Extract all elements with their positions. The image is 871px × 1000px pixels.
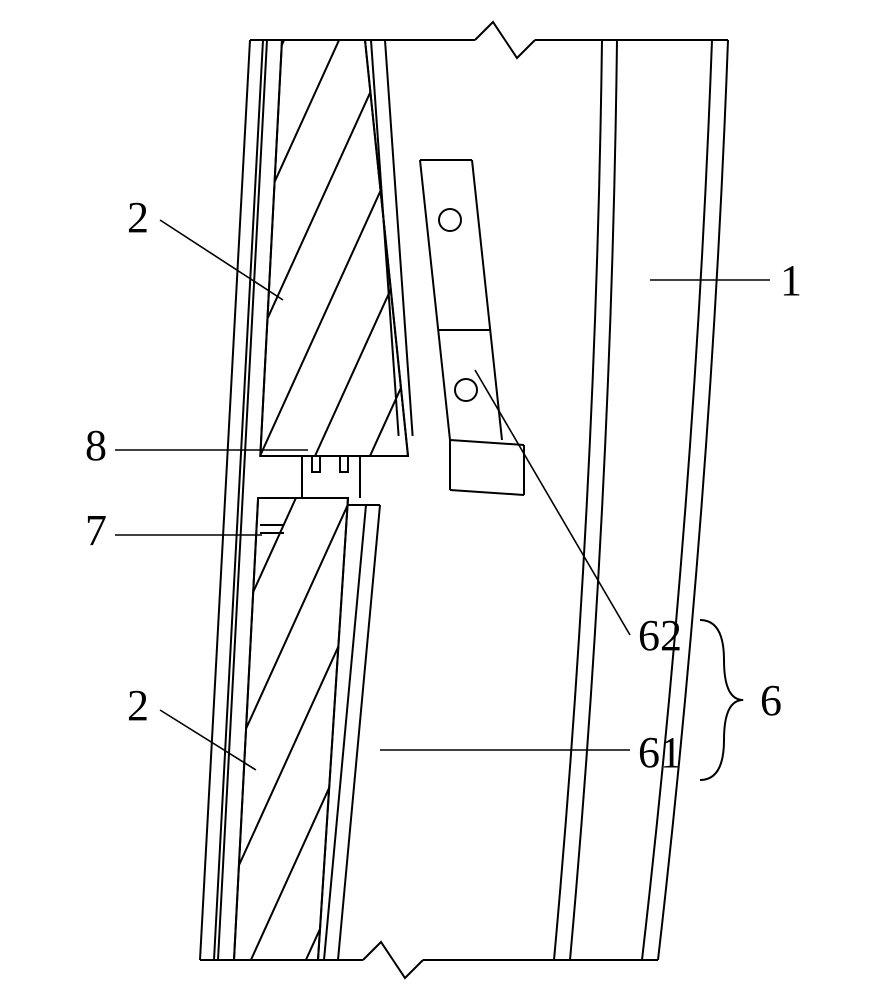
label-l61: 61 [638,728,682,777]
label-l2a: 2 [127,193,149,242]
label-l2b: 2 [127,681,149,730]
label-l1: 1 [780,256,802,305]
label-l62: 62 [638,611,682,660]
label-l6: 6 [760,676,782,725]
label-l7: 7 [85,506,107,555]
label-l8: 8 [85,421,107,470]
